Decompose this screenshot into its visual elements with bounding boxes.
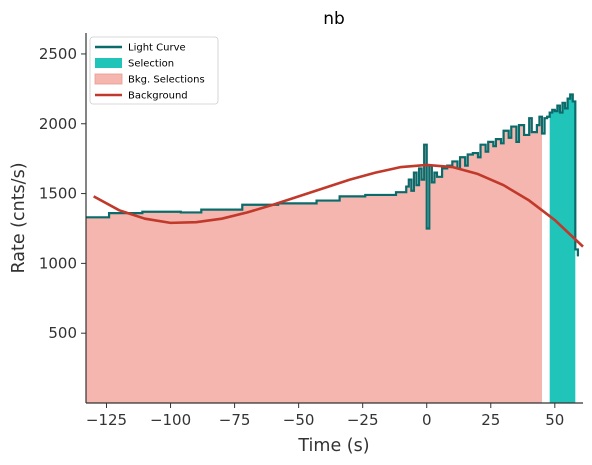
background-layer bbox=[93, 163, 584, 248]
y-tick-label: 1000 bbox=[39, 254, 77, 272]
x-tick-label: 50 bbox=[545, 411, 564, 429]
x-tick-label: −50 bbox=[283, 411, 315, 429]
y-tick-label: 2000 bbox=[39, 115, 77, 133]
y-tick-label: 1500 bbox=[39, 185, 77, 203]
y-tick-label: 500 bbox=[48, 324, 77, 342]
x-tick-label: −25 bbox=[347, 411, 379, 429]
x-tick-label: −100 bbox=[150, 411, 191, 429]
x-tick-label: 0 bbox=[422, 411, 432, 429]
y-tick-label: 2500 bbox=[39, 45, 77, 63]
chart-title: nb bbox=[323, 9, 345, 29]
x-tick-label: −75 bbox=[219, 411, 251, 429]
y-axis-label: Rate (cnts/s) bbox=[9, 162, 29, 273]
selection-area bbox=[549, 94, 576, 403]
selection-layer bbox=[549, 94, 576, 403]
legend-label: Background bbox=[128, 91, 188, 102]
legend-swatch-patch bbox=[94, 73, 123, 85]
background-curve bbox=[93, 163, 584, 248]
legend-label: Light Curve bbox=[128, 43, 186, 54]
legend-label: Selection bbox=[128, 59, 174, 70]
light-curve-layer bbox=[86, 93, 579, 257]
legend-frame bbox=[89, 36, 219, 105]
x-tick-label: 25 bbox=[481, 411, 500, 429]
light-curve-line bbox=[86, 93, 579, 257]
bkg-selection-area bbox=[86, 116, 543, 403]
legend: Light Curve Selection Bkg. Selections Backg… bbox=[89, 36, 219, 105]
x-tick-label: −125 bbox=[86, 411, 127, 429]
bkg-selection-layer bbox=[86, 116, 543, 403]
x-axis-label: Time (s) bbox=[297, 436, 369, 456]
y-ticks: 500 1000 1500 2000 2500 bbox=[39, 45, 86, 342]
legend-swatch-patch bbox=[95, 58, 122, 68]
legend-label: Bkg. Selections bbox=[128, 75, 205, 86]
x-ticks: −125 −100 −75 −50 −25 0 25 50 bbox=[86, 403, 564, 429]
